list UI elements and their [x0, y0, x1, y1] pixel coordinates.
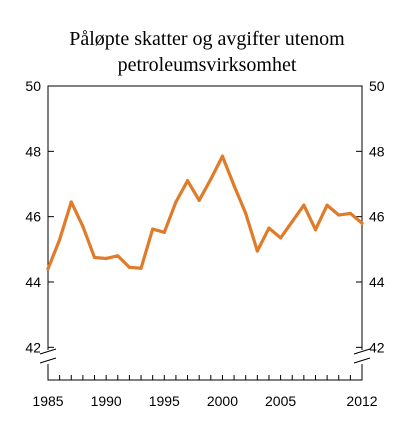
y-tick-label-left: 46: [25, 209, 41, 225]
x-tick-label: 2000: [207, 393, 238, 409]
x-axis: 1985 1990 1995 2000 2005 2012: [32, 375, 378, 409]
axis-break-right: [353, 348, 371, 364]
data-point: [127, 265, 132, 269]
x-tick-label: 1995: [149, 393, 180, 409]
data-point: [92, 255, 97, 260]
chart-subtitle: petroleumsvirksomhet: [118, 54, 297, 76]
y-tick-label-left: 50: [25, 78, 41, 94]
data-point: [313, 228, 318, 232]
data-point: [174, 200, 178, 204]
x-tick-label: 2012: [346, 393, 377, 409]
y-tick-label-right: 44: [369, 274, 385, 290]
plot-frame: [47, 85, 363, 381]
data-point: [197, 198, 201, 202]
y-tick-label-left: 42: [25, 339, 41, 355]
data-point: [302, 203, 306, 207]
data-point: [337, 213, 341, 217]
y-tick-label-left: 48: [25, 143, 41, 159]
series-group: [46, 154, 364, 271]
right-y-axis: 42 44 46 48 50: [356, 78, 385, 355]
data-point: [185, 179, 190, 183]
data-point: [81, 224, 85, 229]
x-tick-label: 2005: [265, 393, 296, 409]
data-point: [104, 256, 108, 261]
data-point: [139, 266, 143, 270]
y-tick-label-right: 50: [369, 78, 385, 94]
y-tick-label-right: 42: [369, 339, 385, 355]
series-line: [46, 154, 364, 271]
data-point: [151, 227, 155, 231]
axis-break-left: [39, 348, 57, 364]
data-point: [267, 226, 271, 230]
data-point: [232, 184, 236, 188]
data-point: [69, 200, 73, 204]
data-point: [116, 254, 120, 258]
left-y-axis: 42 44 46 48 50: [25, 78, 54, 355]
data-point: [58, 237, 62, 242]
data-point: [360, 221, 364, 225]
data-point: [255, 249, 259, 253]
data-point: [162, 230, 166, 234]
y-tick-label-right: 46: [369, 209, 385, 225]
data-point: [244, 211, 248, 215]
chart-title: Påløpte skatter og avgifter utenom: [69, 28, 345, 50]
data-point: [209, 177, 213, 181]
data-point: [46, 267, 50, 271]
y-tick-label-right: 48: [369, 143, 385, 159]
data-point: [325, 203, 329, 207]
data-point: [220, 154, 225, 158]
data-point: [278, 236, 283, 240]
data-point: [348, 211, 352, 215]
x-tick-label: 1985: [32, 393, 63, 409]
x-tick-label: 1990: [91, 393, 122, 409]
y-tick-label-left: 44: [25, 274, 41, 290]
data-point: [290, 219, 294, 224]
